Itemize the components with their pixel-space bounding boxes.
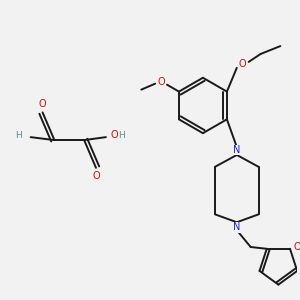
Text: O: O — [92, 171, 100, 181]
Text: O: O — [239, 59, 247, 69]
Text: N: N — [233, 222, 241, 232]
Text: H: H — [118, 131, 125, 140]
Text: H: H — [15, 131, 22, 140]
Text: O: O — [293, 242, 300, 252]
Text: O: O — [157, 77, 165, 87]
Text: O: O — [110, 130, 118, 140]
Text: N: N — [233, 145, 241, 155]
Text: O: O — [39, 100, 46, 110]
